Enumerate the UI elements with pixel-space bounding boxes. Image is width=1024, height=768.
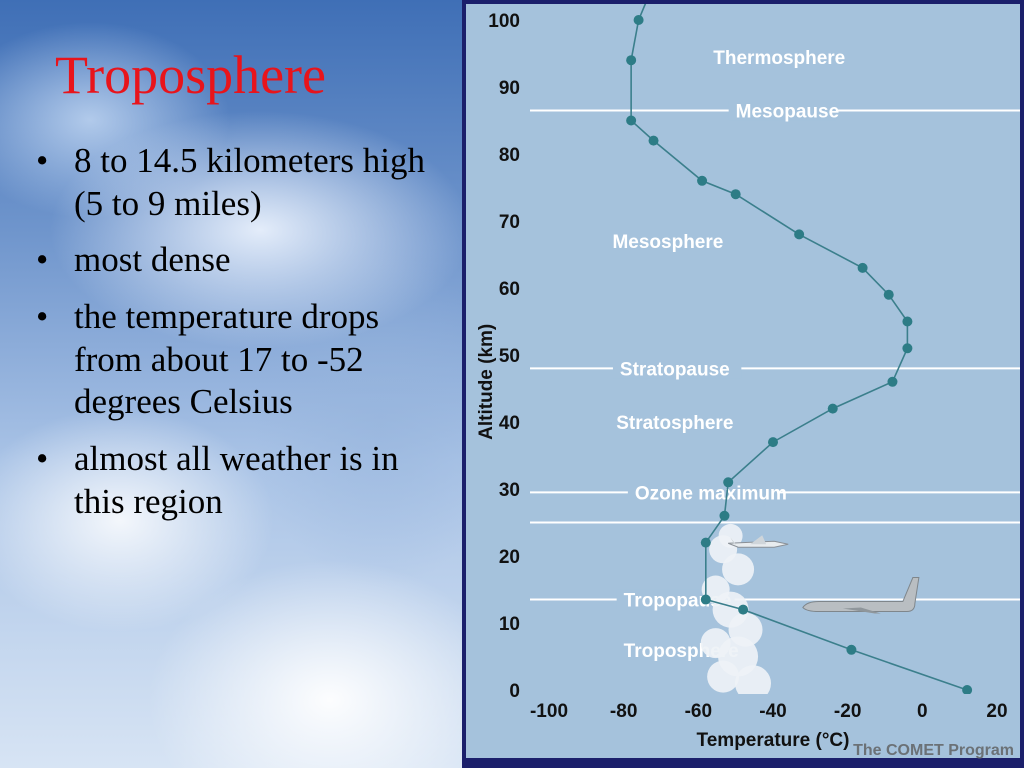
x-tick-label: -20 [834,701,861,722]
cloud-puff [700,628,731,659]
data-point [902,316,913,327]
x-tick-label: -40 [759,701,786,722]
x-tick-label: 0 [917,701,928,722]
layer-label: Stratosphere [616,413,733,434]
data-point [857,262,868,273]
y-axis-label: Altitude (km) [476,324,497,440]
bullet-list: • 8 to 14.5 kilometers high (5 to 9 mile… [30,140,430,538]
data-point [902,343,913,354]
layer-label-background [612,358,742,379]
layer-label: Mesopause [736,101,839,122]
x-tick-label: -100 [530,701,568,722]
x-axis-label: Temperature (°C) [697,730,850,751]
slide-title: Troposphere [55,45,327,105]
storm-cloud-icon [700,523,771,702]
data-point [887,376,898,387]
temperature-profile-line [630,4,968,691]
data-point [827,403,838,414]
data-point [626,55,637,66]
data-point [697,175,708,186]
y-tick-label: 70 [499,212,520,233]
y-tick-label: 100 [488,11,520,32]
y-tick-label: 20 [499,547,520,568]
bullet-icon: • [36,141,49,180]
layer-label: Mesosphere [612,232,723,253]
data-point [723,477,734,488]
text-panel: Troposphere • 8 to 14.5 kilometers high … [0,0,462,768]
cloud-puff [718,523,743,548]
x-axis-strip [526,694,1020,758]
bullet-item: • the temperature drops from about 17 to… [30,296,430,424]
layer-label: Ozone maximum [635,483,787,504]
data-point [700,537,711,548]
bullet-text: most dense [74,240,231,280]
y-tick-label: 10 [499,614,520,635]
fighter-jet-wing [730,535,767,545]
data-point [719,510,730,521]
data-point [648,135,659,146]
bullet-icon: • [36,439,49,479]
y-axis-strip [466,4,530,758]
y-tick-label: 50 [499,346,520,367]
x-tick-label: -60 [685,701,712,722]
bullet-item: • almost all weather is in this region [30,438,430,523]
y-tick-label: 60 [499,279,520,300]
layer-label: Stratopause [620,359,730,380]
y-tick-label: 30 [499,480,520,501]
bullet-item: • most dense [30,239,430,282]
data-point [768,437,778,448]
airliner-icon [802,577,920,614]
layer-label: Thermosphere [713,48,845,69]
airliner-body [802,577,920,613]
y-tick-label: 40 [499,413,520,434]
credit-text: The COMET Program [853,742,1014,759]
bullet-item: • 8 to 14.5 kilometers high (5 to 9 mile… [30,140,430,225]
data-point [962,685,973,695]
chart-frame: Thermosphere Mesopause Mesosphere Stratopau… [462,0,1024,768]
bullet-icon: • [36,297,49,337]
atmosphere-temperature-chart: Thermosphere Mesopause Mesosphere Stratopau… [466,4,1020,759]
bullet-text: 8 to 14.5 kilometers high (5 to 9 miles) [74,141,425,223]
bullet-text: the temperature drops from about 17 to -… [74,297,380,422]
layer-label-background [728,100,837,121]
y-tick-label: 80 [499,145,520,166]
data-point [846,644,857,655]
airliner-wing [842,607,881,614]
bullet-icon: • [36,240,49,280]
data-point [738,604,749,615]
data-point [883,289,894,300]
fighter-jet-icon [728,535,789,548]
data-point [794,229,805,240]
data-point [730,189,741,200]
data-point [633,15,644,25]
data-point [700,594,711,605]
layer-label-background [627,482,778,503]
bullet-text: almost all weather is in this region [74,439,399,521]
x-tick-label: -80 [610,701,637,722]
y-tick-label: 0 [509,681,520,702]
y-tick-label: 90 [499,78,520,99]
data-point [626,115,637,126]
x-tick-label: 20 [986,701,1007,722]
